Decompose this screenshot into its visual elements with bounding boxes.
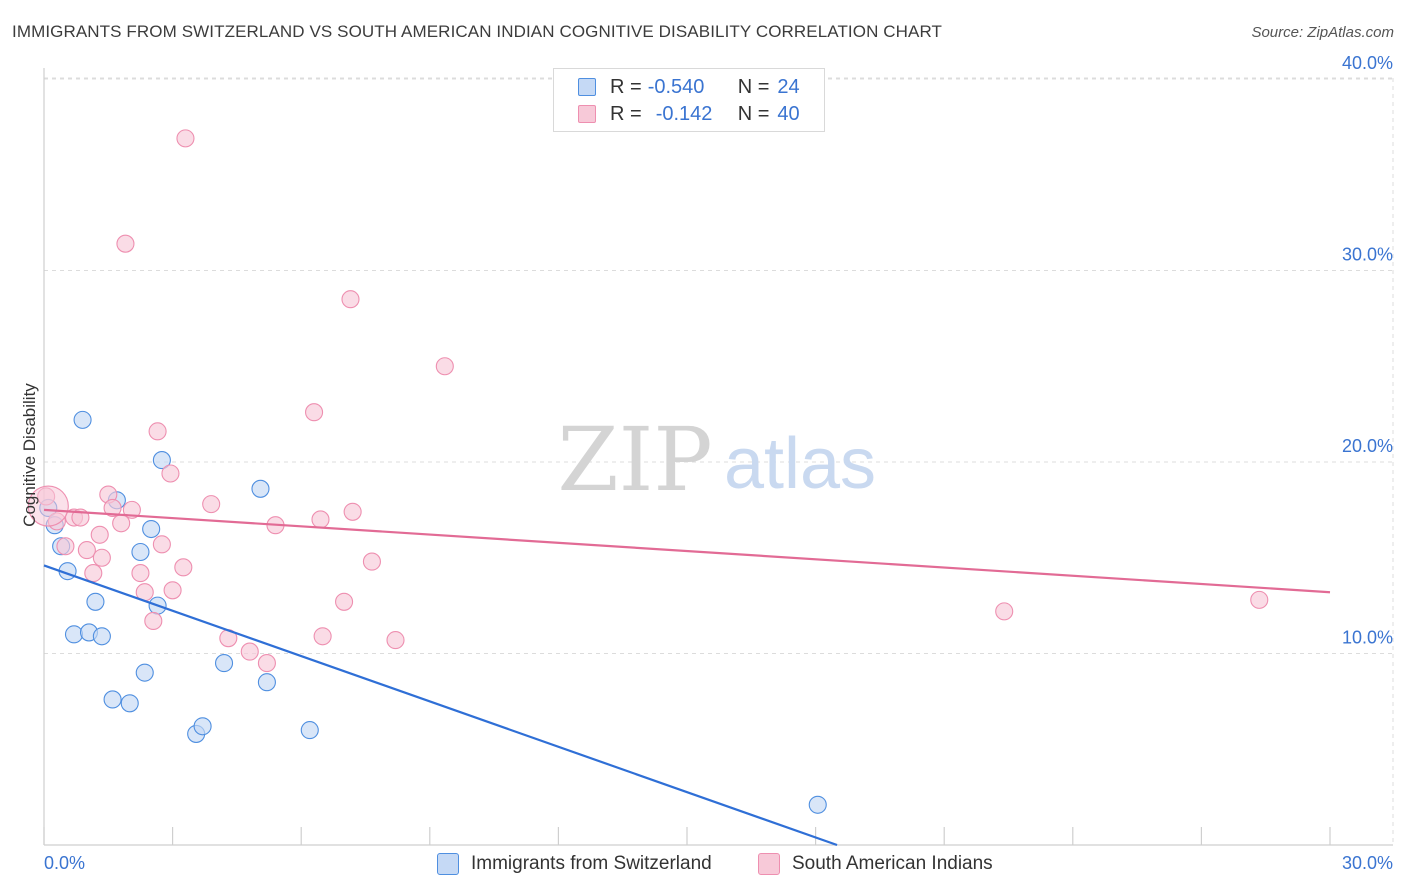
south-american-indian-point	[202, 495, 221, 514]
south-american-indian-point	[995, 602, 1014, 621]
legend-r-value: -0.142	[655, 102, 713, 125]
switzerland-trendline	[43, 564, 838, 847]
trendlines	[43, 508, 1331, 847]
south-american-indian-point	[305, 403, 324, 422]
x-tick-label-max: 30.0%	[1342, 853, 1393, 873]
south-american-indian-point	[161, 464, 180, 483]
switzerland-point	[131, 542, 150, 562]
south-american-indian-point	[27, 485, 69, 527]
south-american-indian-point	[176, 129, 195, 148]
south-american-indian-point	[77, 541, 96, 560]
switzerland-point	[142, 519, 161, 539]
south-american-indian-point	[257, 654, 276, 673]
switzerland-point	[808, 795, 827, 814]
switzerland-point	[152, 451, 171, 470]
legend-n-label: N =	[737, 102, 770, 125]
switzerland-point	[103, 690, 122, 709]
chart-title: IMMIGRANTS FROM SWITZERLAND VS SOUTH AME…	[12, 22, 943, 41]
source-label: Source: ZipAtlas.com	[1251, 24, 1394, 41]
bottom-legend-swatch-blue	[437, 853, 459, 875]
south-american-indian-point	[341, 290, 360, 309]
south-american-indian-point	[84, 564, 103, 583]
bottom-legend-label-south-american-indians: South American Indians	[792, 853, 993, 874]
switzerland-point	[257, 673, 276, 692]
legend-n-value: 24	[777, 75, 800, 98]
switzerland-point	[251, 479, 270, 498]
watermark-atlas: atlas	[724, 424, 876, 504]
y-axis-label: Cognitive Disability	[20, 383, 39, 527]
south-american-indian-point	[163, 581, 182, 600]
south-american-indian-point	[122, 500, 141, 519]
y-tick-label: 20.0%	[1342, 436, 1393, 456]
legend-r-value: -0.540	[647, 75, 705, 98]
south-american-indian-point	[56, 537, 75, 556]
switzerland-point	[135, 663, 154, 682]
south-american-indian-point	[148, 422, 167, 441]
legend-n-label: N =	[737, 75, 770, 98]
bottom-legend-south-american-indians: South American Indians	[758, 851, 993, 877]
legend-swatch-pink	[578, 105, 596, 123]
south-american-indian-point	[313, 627, 332, 646]
south-american-indian-point	[335, 592, 354, 611]
south-american-indian-point	[103, 498, 122, 518]
switzerland-point	[300, 721, 319, 740]
bottom-legend-label-switzerland: Immigrants from Switzerland	[471, 853, 712, 874]
switzerland-point	[73, 410, 92, 429]
data-points	[27, 129, 1269, 814]
switzerland-point	[214, 654, 234, 673]
south-american-indian-point	[174, 558, 193, 577]
legend-n-value: 40	[777, 102, 800, 125]
south-american-indian-point	[131, 564, 150, 583]
south-american-indian-point	[144, 611, 163, 630]
south-american-indian-point	[311, 510, 330, 529]
switzerland-point	[64, 625, 84, 644]
south-american-indian-point	[240, 642, 259, 661]
switzerland-point	[92, 627, 111, 646]
south-american-indian-point	[90, 525, 109, 544]
axes	[43, 68, 1393, 846]
south-american-indian-point	[1250, 590, 1269, 609]
south-american-indian-point	[152, 535, 171, 554]
legend-box: R = -0.540 N = 24 R = -0.142 N = 40	[553, 68, 825, 132]
south-american-indian-point	[362, 552, 381, 571]
switzerland-point	[193, 717, 212, 736]
x-tick-label-min: 0.0%	[44, 853, 85, 873]
south-american-indian-trendline	[43, 508, 1331, 594]
south-american-indian-point	[435, 357, 454, 376]
legend-row-switzerland: R = -0.540 N = 24	[578, 75, 800, 99]
gridlines	[44, 77, 1394, 845]
south-american-indian-point	[92, 548, 111, 567]
legend-swatch-blue	[578, 78, 596, 96]
y-tick-label: 40.0%	[1342, 53, 1393, 73]
legend-r-label: R =	[610, 75, 642, 98]
south-american-indian-point	[116, 234, 135, 253]
switzerland-point	[86, 592, 105, 611]
south-american-indian-point	[343, 502, 362, 521]
bottom-legend-switzerland: Immigrants from Switzerland	[437, 851, 712, 877]
legend-row-south-american-indians: R = -0.142 N = 40	[578, 102, 800, 126]
y-tick-label: 10.0%	[1342, 628, 1393, 648]
legend-r-label: R =	[610, 102, 642, 125]
watermark-zip: ZIP	[557, 408, 712, 511]
switzerland-point	[120, 694, 139, 713]
south-american-indian-point	[386, 631, 405, 650]
bottom-legend-swatch-pink	[758, 853, 780, 875]
y-tick-label: 30.0%	[1342, 245, 1393, 265]
tick-labels: 10.0% 20.0% 30.0% 40.0% 0.0% 30.0%	[44, 53, 1393, 873]
